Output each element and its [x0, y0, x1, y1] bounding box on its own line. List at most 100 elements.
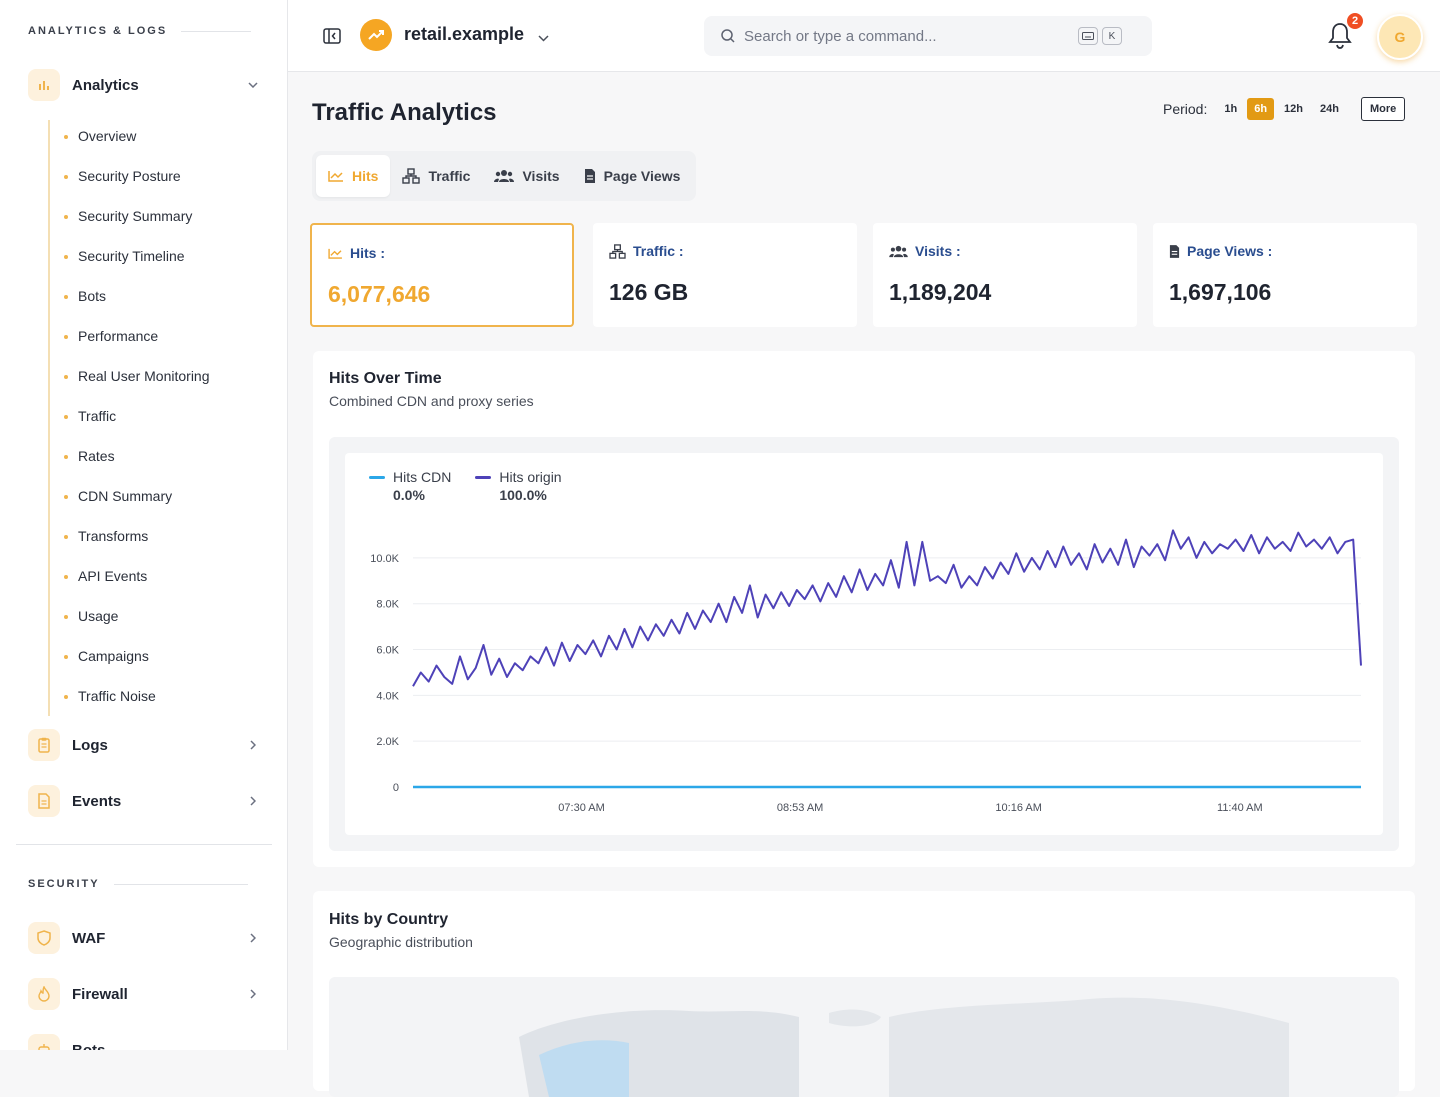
- bullet-dot: [64, 175, 68, 179]
- sidebar-item-rates[interactable]: Rates: [64, 448, 115, 464]
- metric-card-page-views[interactable]: Page Views : 1,697,106: [1153, 223, 1417, 327]
- legend-item-hits-cdn[interactable]: Hits CDN 0.0%: [369, 469, 451, 503]
- bullet-dot: [64, 255, 68, 259]
- user-avatar[interactable]: G: [1377, 14, 1423, 60]
- period-button-24h[interactable]: 24h: [1320, 103, 1339, 115]
- nav-group-bots[interactable]: Bots: [28, 1033, 260, 1050]
- legend-swatch: [369, 475, 385, 479]
- tab-hits[interactable]: Hits: [316, 155, 391, 197]
- x-tick-label: 11:40 AM: [1217, 802, 1263, 814]
- shortcut-key: K: [1102, 27, 1122, 45]
- bullet-dot: [64, 655, 68, 659]
- y-tick-label: 10.0K: [370, 553, 399, 565]
- nav-group-waf[interactable]: WAF: [28, 921, 260, 955]
- chevron-right-icon: [246, 931, 260, 945]
- section-rule: [181, 30, 252, 32]
- legend-share: 100.0%: [499, 487, 547, 503]
- sidebar-item-overview[interactable]: Overview: [64, 128, 136, 144]
- card-subtitle: Geographic distribution: [329, 934, 473, 950]
- section-label-analytics: ANALYTICS & LOGS: [28, 25, 252, 37]
- card-subtitle: Combined CDN and proxy series: [329, 393, 534, 409]
- legend-item-hits-origin[interactable]: Hits origin 100.0%: [475, 469, 562, 503]
- sidebar-item-traffic[interactable]: Traffic: [64, 408, 116, 424]
- metric-label: Traffic :: [609, 243, 684, 259]
- series-line-hits-origin[interactable]: [412, 529, 1362, 687]
- metric-card-visits[interactable]: Visits : 1,189,204: [873, 223, 1137, 327]
- metric-label: Page Views :: [1169, 243, 1272, 259]
- command-search[interactable]: K: [704, 16, 1152, 56]
- search-input[interactable]: [744, 27, 1074, 45]
- analytics-subnav: Overview Security Posture Security Summa…: [48, 120, 268, 716]
- nav-group-firewall[interactable]: Firewall: [28, 977, 260, 1011]
- y-tick-label: 6.0K: [376, 645, 399, 657]
- sidebar-item-usage[interactable]: Usage: [64, 608, 118, 624]
- period-label: Period:: [1163, 101, 1208, 117]
- period-button-6h[interactable]: 6h: [1247, 98, 1275, 120]
- nav-label-bots: Bots: [72, 1041, 106, 1051]
- sidebar-item-security-posture[interactable]: Security Posture: [64, 168, 181, 184]
- sidebar-item-security-timeline[interactable]: Security Timeline: [64, 248, 185, 264]
- line-chart-icon: [328, 170, 344, 182]
- site-selector[interactable]: retail.example: [404, 24, 525, 44]
- nav-label-firewall: Firewall: [72, 985, 128, 1003]
- legend-swatch: [475, 475, 492, 479]
- nav-label-logs: Logs: [72, 736, 108, 754]
- chevron-right-icon: [246, 987, 260, 1001]
- document-icon: [28, 785, 60, 817]
- sidebar-item-transforms[interactable]: Transforms: [64, 528, 148, 544]
- x-tick-label: 10:16 AM: [995, 802, 1041, 814]
- bullet-dot: [64, 455, 68, 459]
- chevron-down-icon[interactable]: [538, 29, 549, 47]
- metric-card-traffic[interactable]: Traffic : 126 GB: [593, 223, 857, 327]
- nav-group-analytics[interactable]: Analytics: [28, 68, 260, 102]
- sidebar-item-bots[interactable]: Bots: [64, 288, 106, 304]
- sidebar-item-api-events[interactable]: API Events: [64, 568, 147, 584]
- metric-value: 1,697,106: [1169, 279, 1272, 305]
- sidebar-item-campaigns[interactable]: Campaigns: [64, 648, 149, 664]
- shield-icon: [28, 922, 60, 954]
- nav-group-events[interactable]: Events: [28, 784, 260, 818]
- bullet-dot: [64, 495, 68, 499]
- page-icon: [584, 168, 596, 184]
- sidebar-item-performance[interactable]: Performance: [64, 328, 158, 344]
- bullet-dot: [64, 295, 68, 299]
- main-content: Traffic Analytics Period: 1h 6h 12h 24h …: [288, 73, 1440, 1097]
- tab-page-views[interactable]: Page Views: [572, 155, 693, 197]
- site-logo-icon: [360, 19, 392, 51]
- legend-share: 0.0%: [393, 487, 425, 503]
- hits-line-chart: 0 2.0K 4.0K 6.0K 8.0K 10.0K 07:30 AM 08:53 AM 10…: [370, 529, 1362, 814]
- bullet-dot: [64, 615, 68, 619]
- nav-label-waf: WAF: [72, 929, 106, 947]
- bar-chart-icon: [28, 69, 60, 101]
- sidebar-item-real-user-monitoring[interactable]: Real User Monitoring: [64, 368, 210, 384]
- sidebar-item-traffic-noise[interactable]: Traffic Noise: [64, 688, 156, 704]
- metric-card-hits[interactable]: Hits : 6,077,646: [310, 223, 574, 327]
- bullet-dot: [64, 215, 68, 219]
- period-button-1h[interactable]: 1h: [1224, 103, 1238, 115]
- card-title: Hits Over Time: [329, 370, 442, 387]
- y-tick-label: 2.0K: [376, 736, 399, 748]
- period-button-12h[interactable]: 12h: [1284, 103, 1304, 115]
- hits-by-country-card: Hits by Country Geographic distribution: [313, 891, 1415, 1097]
- chevron-right-icon: [246, 794, 260, 808]
- tab-visits[interactable]: Visits: [482, 155, 571, 197]
- sidebar-item-cdn-summary[interactable]: CDN Summary: [64, 488, 172, 504]
- nav-label-analytics: Analytics: [72, 76, 139, 94]
- chart-panel: Hits CDN 0.0% Hits origin 100.0% 0 2.0K 4.…: [345, 453, 1383, 835]
- sidebar: ANALYTICS & LOGS Analytics Overview Secu…: [0, 0, 288, 1050]
- x-tick-label: 07:30 AM: [558, 802, 604, 814]
- more-periods-button[interactable]: More: [1360, 97, 1406, 121]
- clipboard-icon: [28, 729, 60, 761]
- metric-label: Visits :: [889, 243, 961, 259]
- sidebar-item-security-summary[interactable]: Security Summary: [64, 208, 192, 224]
- nav-group-logs[interactable]: Logs: [28, 728, 260, 762]
- tab-traffic[interactable]: Traffic: [390, 155, 482, 197]
- world-map: [329, 977, 1399, 1097]
- sidebar-divider: [16, 844, 272, 845]
- card-title: Hits by Country: [329, 911, 449, 928]
- notification-bell-icon[interactable]: [1326, 20, 1354, 50]
- chart-legend: Hits CDN 0.0% Hits origin 100.0%: [369, 469, 586, 503]
- sidebar-collapse-icon[interactable]: [322, 26, 342, 46]
- page-icon: [1169, 244, 1180, 259]
- bullet-dot: [64, 135, 68, 139]
